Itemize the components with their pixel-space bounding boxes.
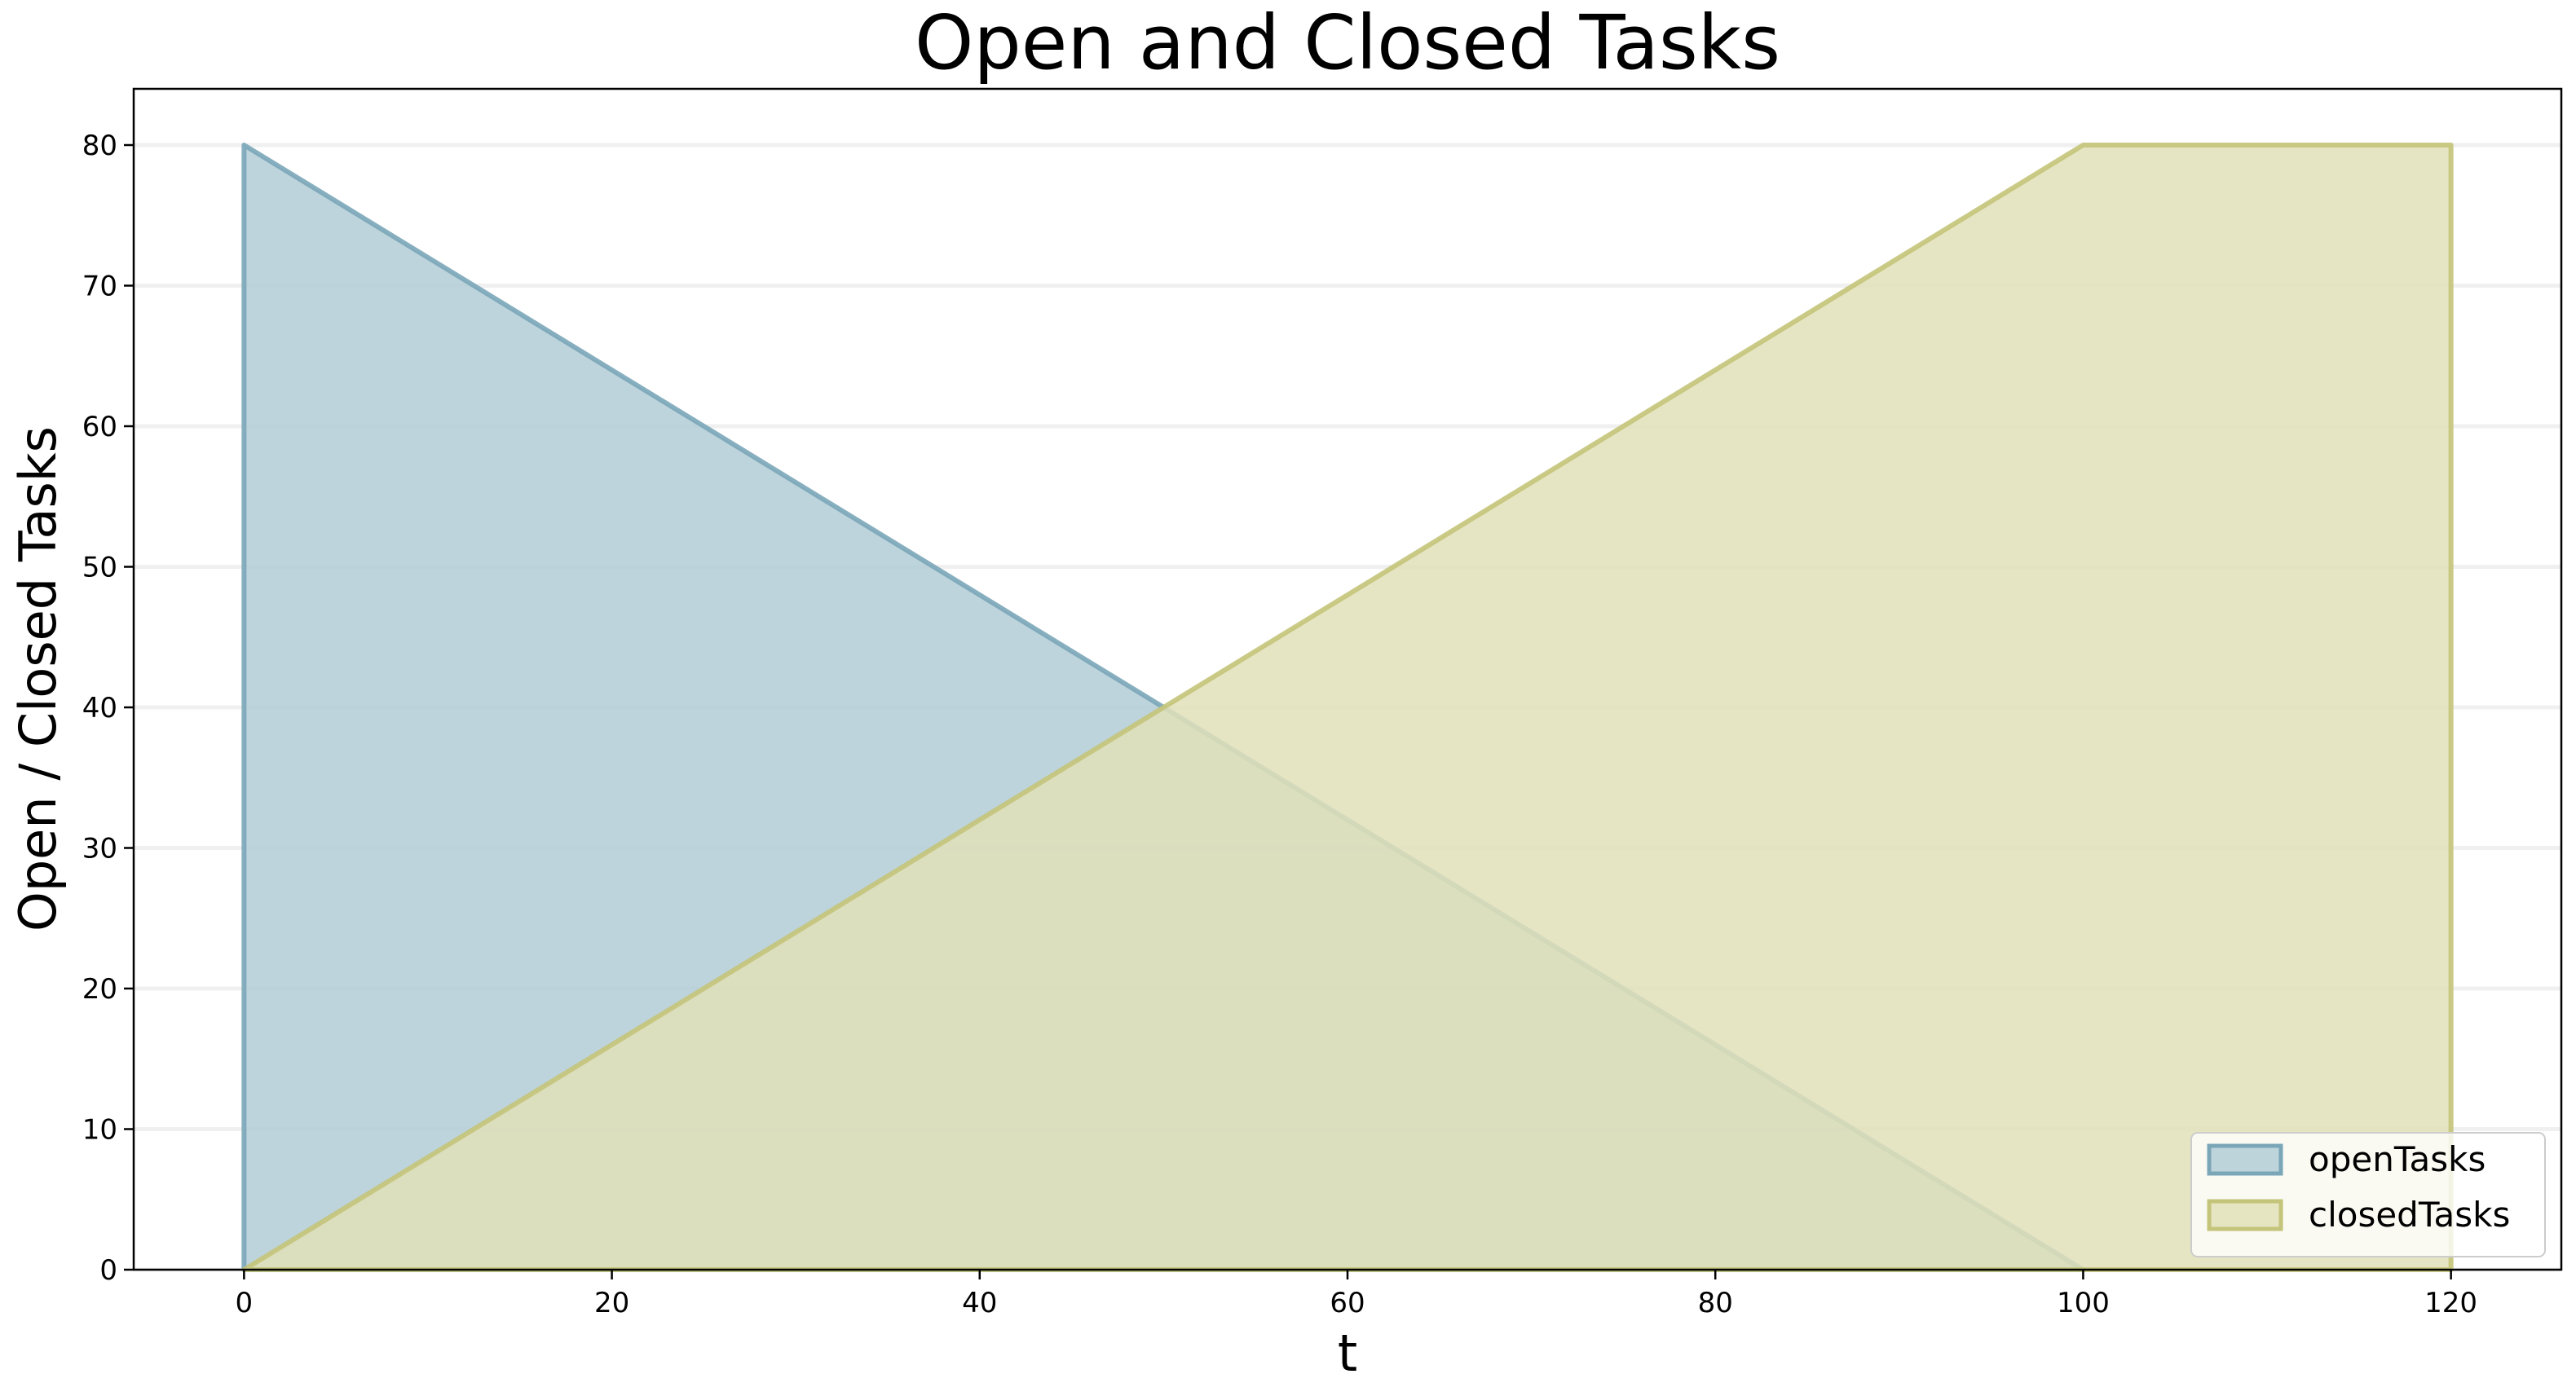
y-tick-label: 10	[82, 1114, 117, 1147]
legend: openTasks closedTasks	[2190, 1132, 2546, 1257]
x-tick-label: 60	[1330, 1287, 1365, 1319]
y-tick-label: 30	[82, 833, 117, 865]
y-tick-label: 70	[82, 271, 117, 303]
x-axis: 0 20 40 60 80 100 120	[236, 1270, 2477, 1319]
legend-swatch-closedTasks	[2207, 1199, 2283, 1231]
y-axis-label: Open / Closed Tasks	[8, 426, 68, 931]
legend-label-openTasks: openTasks	[2309, 1139, 2486, 1179]
y-tick-label: 80	[82, 130, 117, 162]
x-tick-label: 40	[962, 1287, 997, 1319]
x-tick-label: 80	[1698, 1287, 1733, 1319]
legend-swatch-openTasks	[2207, 1143, 2283, 1176]
legend-label-closedTasks: closedTasks	[2309, 1195, 2510, 1235]
y-tick-label: 40	[82, 692, 117, 724]
y-tick-label: 60	[82, 411, 117, 443]
y-axis: 0 10 20 30 40 50 60 70 80	[82, 130, 134, 1287]
x-tick-label: 20	[594, 1287, 629, 1319]
x-tick-label: 120	[2424, 1287, 2477, 1319]
x-tick-label: 0	[236, 1287, 254, 1319]
x-tick-label: 100	[2057, 1287, 2110, 1319]
y-tick-label: 0	[99, 1254, 117, 1287]
chart-title: Open and Closed Tasks	[915, 0, 1780, 86]
plot-areas	[241, 143, 2454, 1272]
y-tick-label: 20	[82, 973, 117, 1006]
x-axis-label: t	[1338, 1323, 1357, 1383]
y-tick-label: 50	[82, 552, 117, 584]
